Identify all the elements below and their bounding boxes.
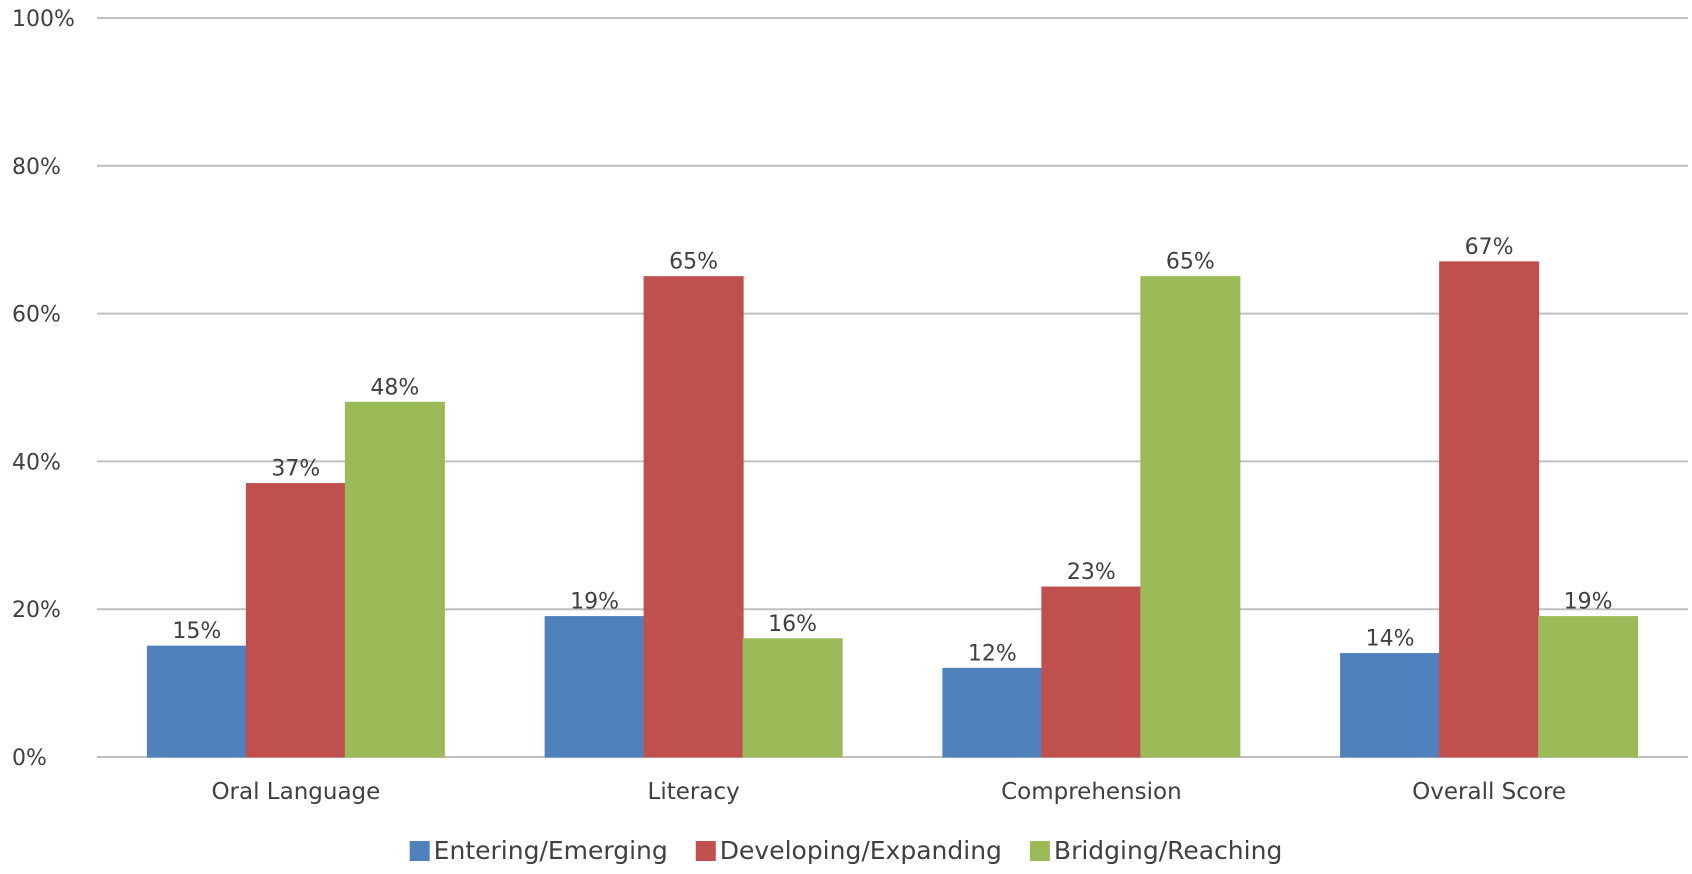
bar [146,645,247,758]
x-axis: Oral Language Literacy Comprehension Overal… [211,779,1566,805]
data-label: 14% [1366,627,1415,652]
data-label: 15% [172,619,221,644]
bar [1340,653,1441,758]
data-labels: 15% 37% 48% 19% 65% 16% 12% 23% 65% 14% 67% 19% [172,235,1612,666]
data-label: 37% [271,457,320,482]
legend-swatch [695,841,716,861]
data-label: 65% [1166,250,1215,275]
data-label: 12% [968,641,1017,666]
bar [1140,276,1241,758]
y-tick-label: 20% [12,598,61,623]
bar [344,401,445,758]
data-label: 48% [370,375,419,400]
y-tick-label: 40% [12,450,61,475]
bar [1538,616,1639,758]
data-label: 19% [1564,590,1613,615]
legend-label: Developing/Expanding [720,836,1002,865]
x-category-label: Literacy [648,779,740,805]
bar [1041,586,1142,758]
data-label: 19% [570,590,619,615]
data-label: 23% [1067,560,1116,585]
x-category-label: Oral Language [211,779,380,805]
data-label: 16% [768,612,817,637]
bar [643,276,744,758]
y-tick-label: 60% [12,303,61,328]
bars [146,261,1639,758]
legend-swatch [1029,841,1050,861]
bar [544,616,645,758]
y-axis-ticks: 0% 20% 40% 60% 80% 100% [12,7,75,771]
x-category-label: Comprehension [1001,779,1182,805]
bar [742,638,843,758]
legend-label: Entering/Emerging [434,836,668,865]
bar [942,667,1043,758]
x-category-label: Overall Score [1412,779,1566,805]
y-tick-label: 100% [12,7,75,32]
bar [245,483,346,758]
y-tick-label: 80% [12,155,61,180]
bar [1439,261,1540,758]
data-label: 65% [669,250,718,275]
legend-label: Bridging/Reaching [1054,836,1282,865]
legend-swatch [409,841,430,861]
y-tick-label: 0% [12,746,47,771]
data-label: 67% [1465,235,1514,260]
legend: Entering/Emerging Developing/Expanding Bri… [409,836,1282,865]
